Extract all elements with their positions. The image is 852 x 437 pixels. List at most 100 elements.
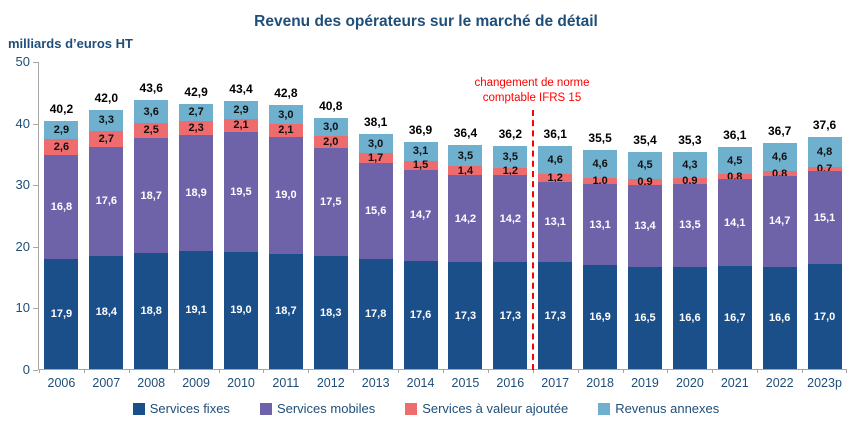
x-axis-tick-mark	[263, 369, 265, 373]
bar-segment-services-valeur-ajoutee: 1,0	[583, 175, 618, 187]
stacked-bar: 16,9 13,1 1,0 4,6	[583, 149, 618, 369]
bar-total-label: 42,8	[274, 86, 298, 101]
bar-segment-services-valeur-ajoutee: 2,0	[313, 136, 348, 149]
bar-total-label: 42,9	[184, 85, 208, 100]
stacked-bar: 16,6 14,7 0,8 4,6	[762, 142, 797, 369]
bar-segment-services-fixes: 18,7	[268, 253, 303, 369]
bar-segment-services-mobiles: 14,1	[717, 179, 752, 267]
bar-segment-services-valeur-ajoutee: 1,7	[358, 152, 393, 164]
bar-segment-services-fixes: 18,3	[313, 256, 348, 369]
legend-label-services-valeur-ajoutee: Services à valeur ajoutée	[422, 401, 569, 416]
bar-segment-services-mobiles: 14,2	[493, 174, 528, 263]
x-axis-tick-mark	[712, 369, 714, 373]
bar-segment-services-mobiles: 13,5	[672, 183, 707, 267]
bar-segment-services-valeur-ajoutee: 0,7	[807, 163, 842, 175]
bar-segment-services-mobiles: 19,0	[268, 136, 303, 254]
bar-segment-services-fixes: 17,8	[358, 259, 393, 369]
bar-total-label: 40,8	[319, 98, 343, 113]
bar-group: 17,0 15,1 0,7 4,8 37,6 2023p	[802, 62, 847, 390]
legend-item-revenus-annexes: Revenus annexes	[598, 401, 719, 416]
legend-swatch-services-fixes	[132, 402, 145, 415]
legend-item-services-fixes: Services fixes	[132, 401, 230, 416]
x-axis-tick-mark	[757, 369, 759, 373]
stacked-bar: 17,8 15,6 1,7 3,0	[358, 134, 393, 369]
bar-segment-services-fixes: 16,6	[762, 266, 797, 369]
legend-swatch-services-valeur-ajoutee	[405, 402, 418, 415]
bar-segment-services-mobiles: 15,1	[807, 171, 842, 265]
bar-segment-services-valeur-ajoutee: 2,1	[223, 118, 258, 132]
bar-segment-services-valeur-ajoutee: 2,7	[89, 130, 124, 148]
stacked-bar: 18,3 17,5 2,0 3,0	[313, 117, 348, 369]
stacked-bar: 18,7 19,0 2,1 3,0	[268, 105, 303, 369]
bar-total-label: 38,1	[363, 115, 388, 130]
plot-area: 17,9 16,8 2,6 2,9 40,2 2006 18,4 17,6 2,7 3,3 42,0…	[38, 62, 847, 390]
stacked-bar: 18,8 18,7 2,5 3,6	[134, 100, 169, 369]
bar-segment-services-valeur-ajoutee: 0,9	[627, 177, 662, 187]
x-axis-tick-mark	[622, 369, 624, 373]
x-axis-category-label: 2013	[361, 376, 390, 390]
bar-segment-revenus-annexes: 4,5	[717, 146, 752, 175]
legend-item-services-mobiles: Services mobiles	[259, 401, 375, 416]
bar-segment-services-mobiles: 14,2	[448, 174, 483, 263]
bar-segment-revenus-annexes: 4,5	[627, 151, 662, 180]
x-axis-category-label: 2006	[47, 376, 76, 390]
x-axis-tick-mark	[173, 369, 175, 373]
x-axis-tick-mark	[218, 369, 220, 373]
bar-segment-revenus-annexes: 4,8	[807, 137, 842, 167]
bar-segment-services-valeur-ajoutee: 1,2	[538, 172, 573, 184]
bar-segment-services-fixes: 19,0	[223, 251, 258, 369]
bar-group: 17,8 15,6 1,7 3,0 38,1 2013	[353, 62, 398, 390]
stacked-bar: 16,7 14,1 0,8 4,5	[717, 146, 752, 369]
x-axis-tick-mark	[667, 369, 669, 373]
bar-segment-services-fixes: 16,5	[627, 267, 662, 369]
bar-segment-revenus-annexes: 3,5	[493, 146, 528, 168]
bar-segment-services-fixes: 18,4	[89, 255, 124, 369]
bar-group: 16,5 13,4 0,9 4,5 35,4 2019	[623, 62, 668, 390]
bar-segment-revenus-annexes: 3,5	[448, 144, 483, 167]
bar-group: 17,3 14,2 1,2 3,5 36,2 2016	[488, 62, 533, 390]
x-axis-category-label: 2012	[316, 376, 345, 390]
legend-swatch-revenus-annexes	[598, 402, 611, 415]
y-axis-tick-label: 10	[15, 300, 30, 316]
bar-segment-revenus-annexes: 4,6	[762, 142, 797, 172]
bar-segment-services-valeur-ajoutee: 0,9	[672, 176, 707, 186]
bar-group: 17,9 16,8 2,6 2,9 40,2 2006	[39, 62, 84, 390]
x-axis-category-label: 2022	[765, 376, 794, 390]
bar-segment-revenus-annexes: 3,3	[89, 110, 124, 131]
bar-segment-services-mobiles: 16,8	[44, 155, 79, 259]
bar-total-label: 36,7	[767, 123, 792, 138]
x-axis-tick-mark	[532, 369, 534, 373]
bar-segment-services-valeur-ajoutee: 0,8	[762, 168, 797, 179]
chart-title: Revenu des opérateurs sur le marché de d…	[254, 13, 598, 30]
bar-segment-services-valeur-ajoutee: 0,8	[717, 171, 752, 182]
x-axis-tick-mark	[353, 369, 355, 373]
bar-segment-services-fixes: 16,9	[583, 264, 618, 369]
bar-group: 19,1 18,9 2,3 2,7 42,9 2009	[174, 62, 219, 390]
x-axis-tick-mark	[577, 369, 579, 373]
y-axis-tick-mark	[33, 370, 38, 371]
x-axis-tick-mark	[802, 369, 804, 373]
y-axis-tick-mark	[33, 185, 38, 187]
bar-segment-services-valeur-ajoutee: 1,2	[493, 165, 528, 177]
bar-total-label: 36,1	[543, 127, 567, 142]
bar-segment-services-valeur-ajoutee: 1,5	[403, 160, 438, 171]
y-axis-unit-label: milliards d’euros HT	[8, 36, 133, 51]
bar-segment-services-mobiles: 13,4	[627, 184, 662, 268]
bar-group: 16,7 14,1 0,8 4,5 36,1 2021	[712, 62, 757, 390]
bar-group: 18,8 18,7 2,5 3,6 43,6 2008	[129, 62, 174, 390]
y-axis-tick-label: 0	[22, 362, 30, 377]
bar-segment-services-valeur-ajoutee: 2,3	[179, 120, 214, 135]
x-axis-category-label: 2008	[137, 376, 166, 390]
x-axis-category-label: 2007	[92, 376, 121, 390]
x-axis-tick-mark	[443, 369, 444, 373]
bar-group: 17,3 13,1 1,2 4,6 36,1 2017	[533, 62, 578, 390]
stacked-bar: 19,0 19,5 2,1 2,9	[223, 101, 258, 369]
legend-item-services-valeur-ajoutee: Services à valeur ajoutée	[405, 401, 568, 416]
bar-total-label: 40,2	[49, 102, 74, 117]
bar-segment-revenus-annexes: 4,3	[672, 151, 707, 179]
bar-segment-services-fixes: 18,8	[134, 253, 169, 369]
y-axis-tick-label: 50	[15, 54, 30, 69]
x-axis-category-label: 2018	[586, 376, 614, 390]
legend-label-services-fixes: Services fixes	[149, 401, 230, 416]
